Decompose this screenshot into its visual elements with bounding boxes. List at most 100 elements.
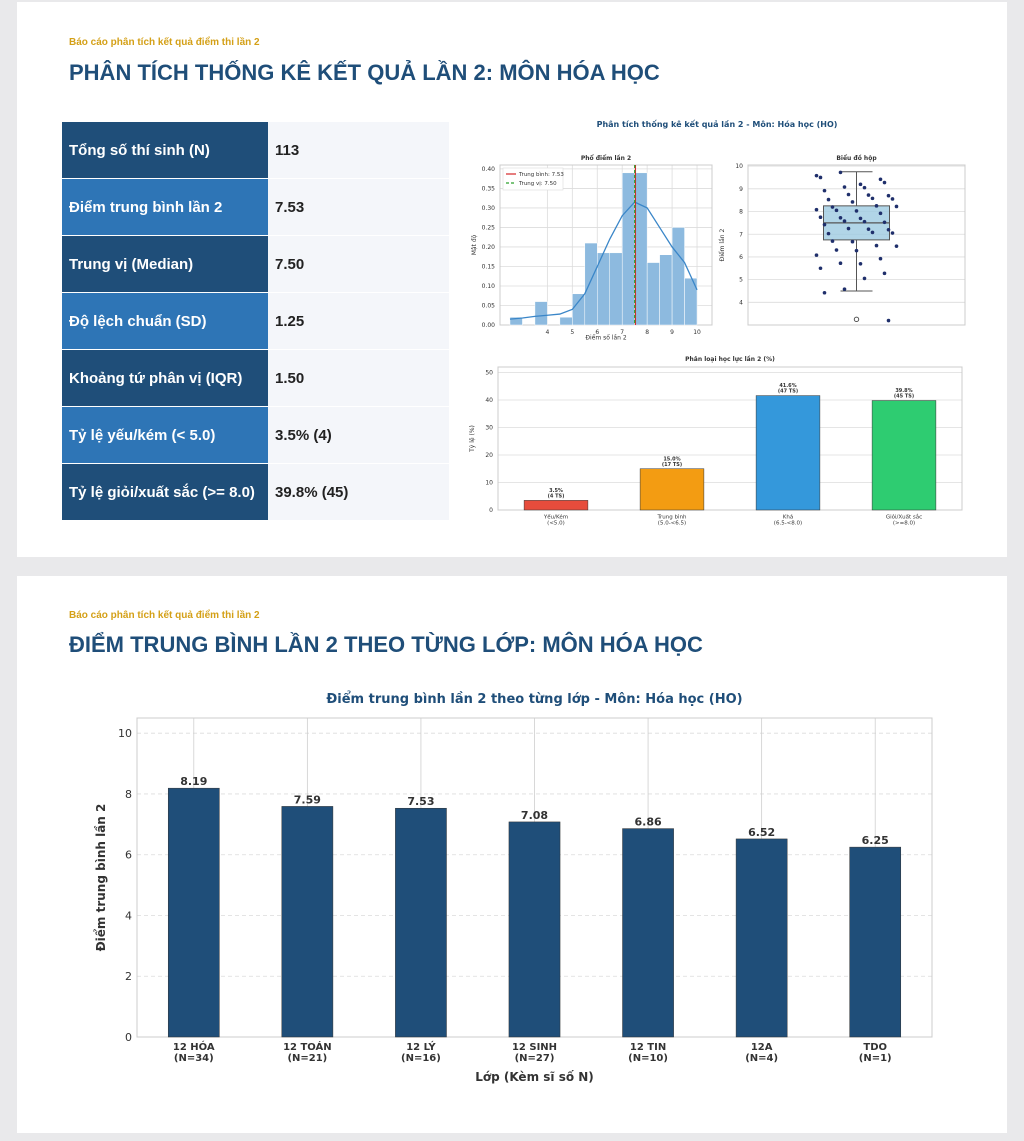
x-tick-label: 12 LÝ [406, 1040, 436, 1053]
point [846, 226, 851, 231]
x-tick-label: TDO [863, 1042, 887, 1053]
y-axis-label: Điểm lần 2 [718, 229, 726, 262]
hist-bar [584, 242, 598, 326]
point [890, 197, 895, 201]
point [842, 219, 847, 223]
stat-label: Độ lệch chuẩn (SD) [62, 292, 268, 350]
value-label: (45 TS) [894, 394, 914, 400]
point [818, 215, 823, 219]
x-tick-label: 12 SINH [512, 1042, 557, 1053]
figure-title: Phân tích thống kê kết quả lần 2 - Môn: … [597, 119, 838, 129]
point [858, 182, 863, 187]
point [854, 248, 859, 253]
stat-value: 1.50 [268, 349, 449, 407]
x-tick-label: (N=16) [401, 1053, 441, 1064]
value-label: 3.5% [549, 488, 563, 494]
stat-value: 7.50 [268, 235, 449, 293]
y-tick-label: 0.05 [482, 303, 496, 310]
y-tick-label: 0 [489, 507, 493, 514]
point [850, 239, 855, 244]
y-tick-label: 10 [735, 163, 743, 170]
table-row: Tỷ lệ yếu/kém (< 5.0) 3.5% (4) [62, 406, 449, 464]
hist-bar [634, 172, 648, 326]
x-tick-label: (N=1) [859, 1053, 892, 1064]
stat-value: 1.25 [268, 292, 449, 350]
point [858, 216, 863, 221]
x-axis-label: Lớp (Kèm sĩ số N) [475, 1070, 594, 1084]
value-label: 8.19 [180, 775, 207, 788]
table-row: Điểm trung bình lần 2 7.53 [62, 178, 449, 236]
point [866, 227, 871, 231]
stat-label: Điểm trung bình lần 2 [62, 178, 268, 236]
y-tick-label: 0.35 [482, 186, 496, 193]
x-tick-label: 4 [545, 329, 549, 336]
point [822, 188, 827, 193]
table-row: Trung vị (Median) 7.50 [62, 235, 449, 293]
y-tick-label: 7 [739, 231, 743, 238]
bar [281, 806, 334, 1038]
x-tick-label: 8 [645, 329, 649, 336]
point [870, 196, 875, 201]
chart-title: Phổ điểm lần 2 [581, 154, 631, 162]
point [822, 290, 827, 295]
x-tick-label: 5 [570, 329, 574, 336]
chart-title: Biểu đồ hộp [836, 154, 877, 162]
bar [508, 821, 561, 1038]
x-tick-label: (N=27) [515, 1053, 555, 1064]
hist-bar [509, 316, 523, 326]
value-label: 39.8% [895, 388, 912, 394]
kicker: Báo cáo phân tích kết quả điểm thi lần 2 [69, 37, 260, 48]
y-tick-label: 0.00 [482, 322, 496, 329]
stat-value: 113 [268, 122, 449, 179]
point [814, 173, 819, 178]
x-tick-label: Yếu/Kém [543, 514, 568, 521]
y-tick-label: 30 [485, 425, 493, 432]
stat-value: 7.53 [268, 178, 449, 236]
point [858, 261, 863, 266]
stat-label: Tổng số thí sinh (N) [62, 122, 268, 179]
kicker: Báo cáo phân tích kết quả điểm thi lần 2 [69, 610, 260, 621]
y-tick-label: 8 [739, 209, 743, 216]
slide-title: PHÂN TÍCH THỐNG KÊ KẾT QUẢ LẦN 2: MÔN HÓ… [69, 60, 660, 85]
y-tick-label: 5 [739, 277, 743, 284]
bar [871, 400, 937, 511]
x-tick-label: (<5.0) [547, 521, 565, 527]
x-tick-label: (6.5-<8.0) [774, 521, 802, 527]
value-label: 7.59 [294, 793, 321, 806]
y-tick-label: 10 [485, 480, 493, 487]
bar [167, 787, 220, 1038]
value-label: (47 TS) [778, 389, 798, 395]
x-tick-label: 12A [751, 1042, 773, 1053]
point [874, 204, 879, 208]
point [894, 204, 899, 209]
y-tick-label: 0.10 [482, 283, 496, 290]
point [862, 276, 867, 281]
stat-label: Trung vị (Median) [62, 235, 268, 293]
stats-table: Tổng số thí sinh (N) 113 Điểm trung bình l… [62, 122, 449, 521]
hist-bar [684, 277, 698, 326]
y-axis-label: Tỷ lệ (%) [469, 425, 476, 453]
y-tick-label: 10 [118, 727, 132, 740]
point [862, 219, 867, 224]
stat-label: Tỷ lệ yếu/kém (< 5.0) [62, 406, 268, 464]
point [818, 266, 823, 271]
stat-label: Khoảng tứ phân vị (IQR) [62, 349, 268, 407]
point [886, 227, 891, 232]
point [814, 253, 819, 257]
hist-bar [609, 252, 623, 326]
point [834, 248, 839, 252]
point [854, 209, 859, 213]
point [850, 200, 855, 204]
bar [849, 846, 902, 1038]
value-label: 6.52 [748, 826, 775, 839]
hist-bar [671, 227, 685, 326]
point [890, 231, 895, 235]
point [882, 271, 887, 276]
point [874, 243, 879, 248]
y-tick-label: 6 [125, 849, 132, 862]
value-label: 41.6% [779, 383, 796, 389]
point [838, 261, 843, 265]
point [862, 185, 867, 190]
x-tick-label: 10 [693, 329, 701, 336]
